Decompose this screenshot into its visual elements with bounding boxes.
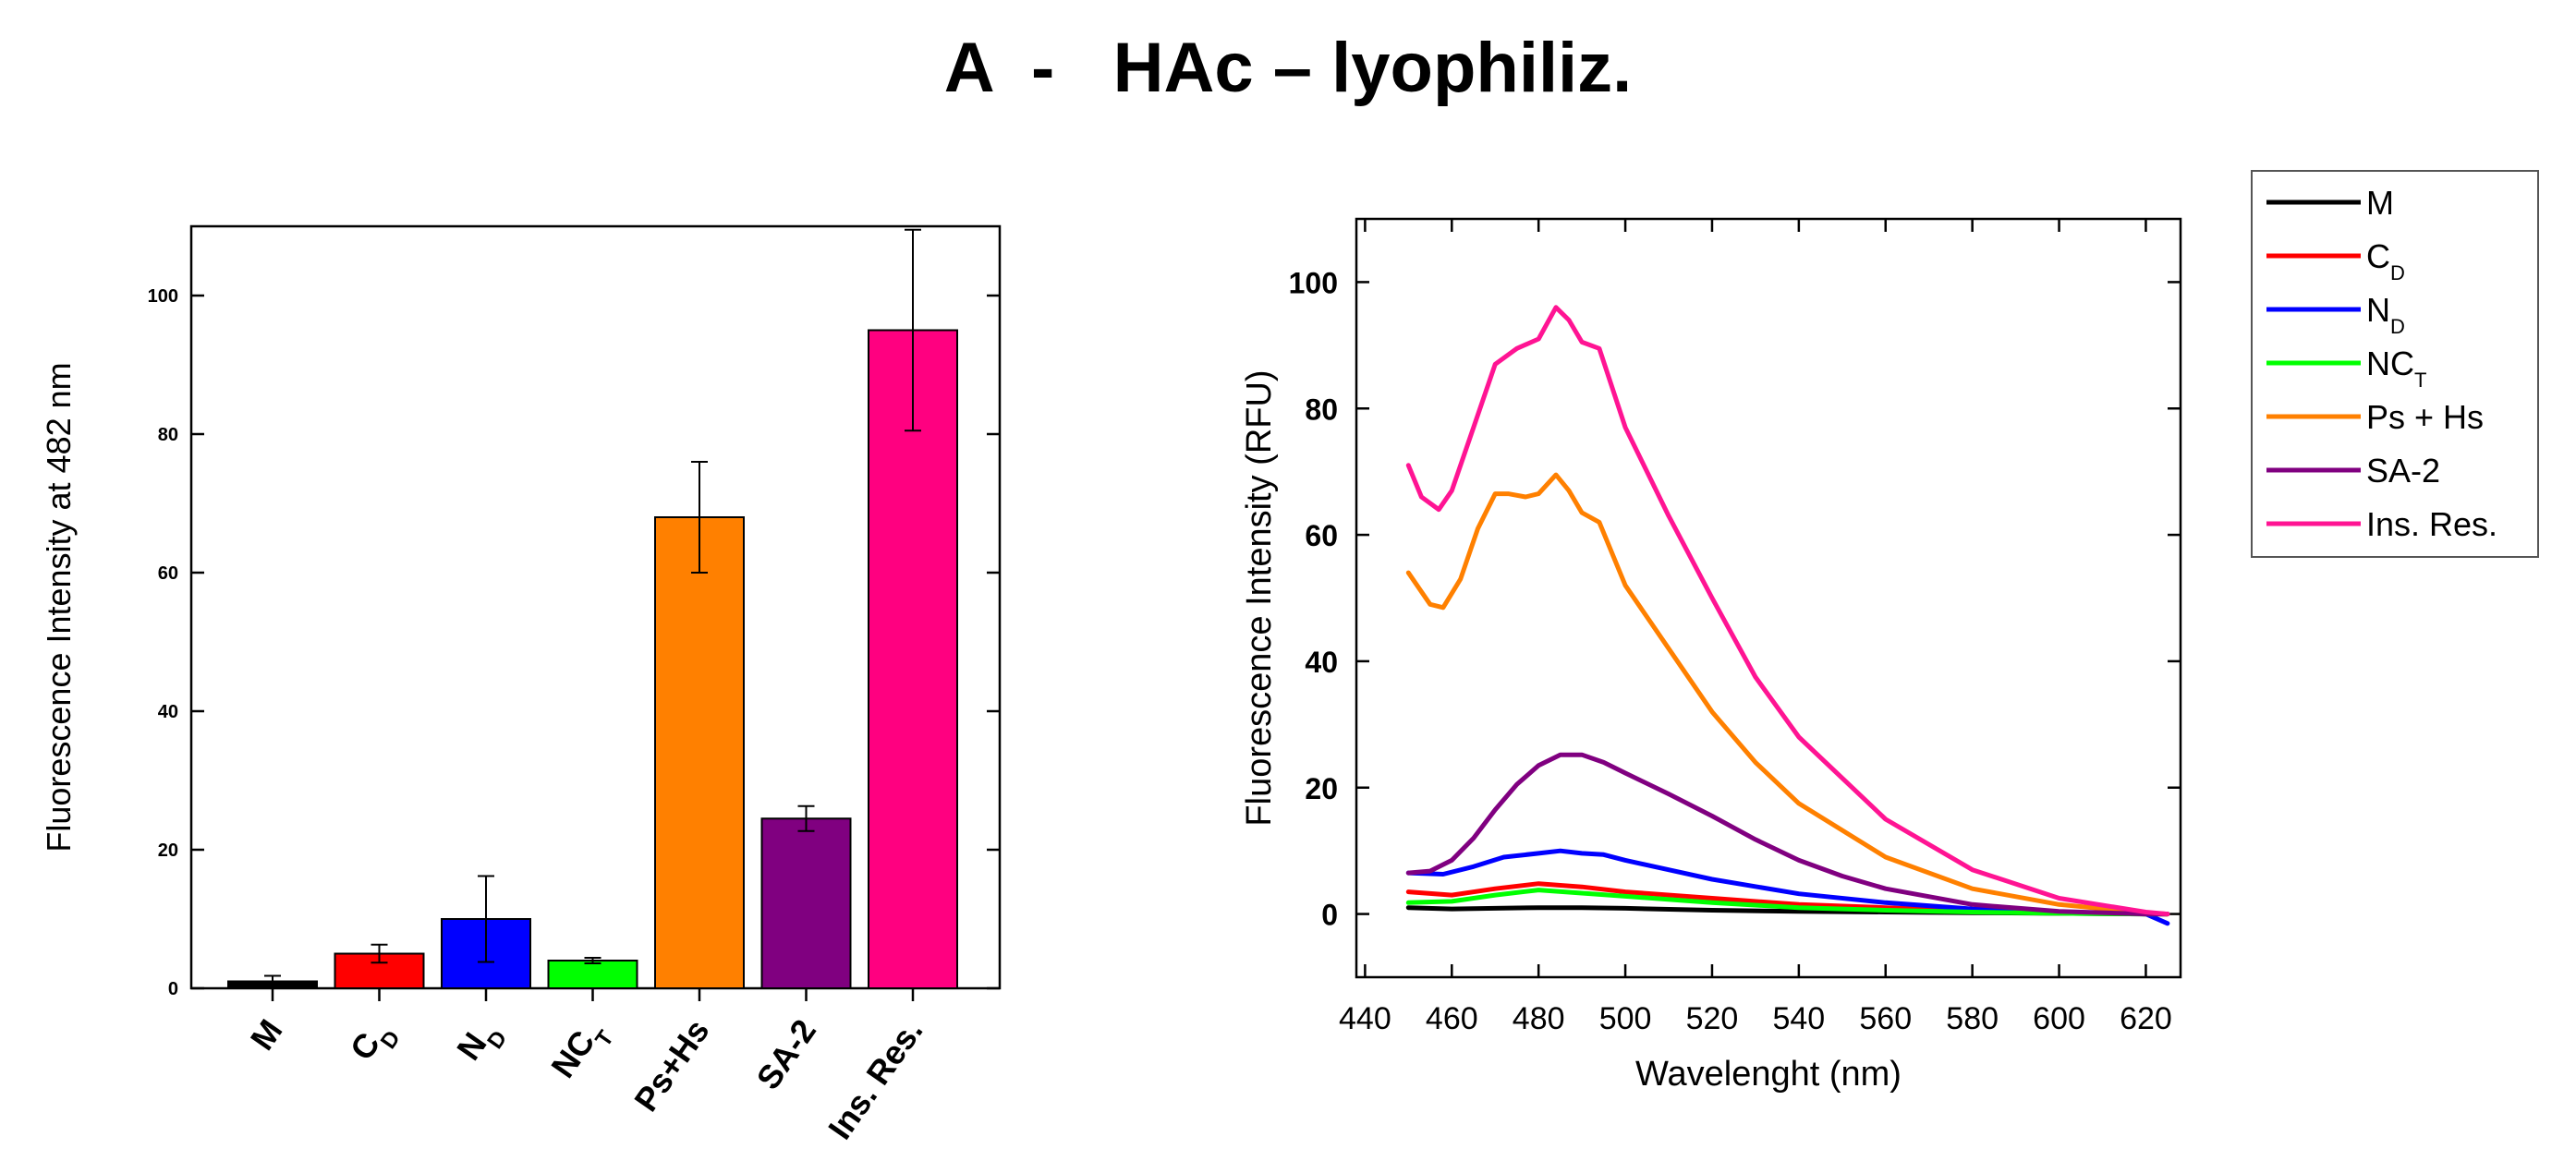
line-y-tick-label: 0	[1321, 899, 1338, 932]
bar-y-tick-label: 60	[158, 563, 178, 584]
line-plot-frame	[1355, 217, 2182, 979]
bar-category-label: ND	[449, 1012, 512, 1073]
line-x-tick-label: 520	[1686, 1001, 1739, 1036]
line-x-tick-label: 560	[1859, 1001, 1912, 1036]
bar	[547, 960, 638, 989]
legend-entry: CD	[2366, 237, 2405, 284]
legend-entry: M	[2366, 184, 2394, 222]
bar-category-label: NCT	[543, 1012, 618, 1091]
series-line	[1405, 472, 2170, 917]
bar	[760, 817, 852, 989]
bar	[868, 329, 958, 989]
line-x-tick-label: 500	[1599, 1001, 1652, 1036]
line-y-tick-label: 20	[1305, 772, 1338, 805]
line-y-tick-label: 60	[1305, 519, 1338, 552]
page-title: A - HAc – lyophiliz.	[943, 29, 1633, 107]
line-chart: 440 460 480 500 520 540 560 580 600 620 0 20 40 60 80 1…	[1240, 217, 2182, 1094]
bar-category-label: SA-2	[748, 1012, 823, 1096]
legend: M CD ND NCT Ps + Hs SA-2 Ins. Res.	[2251, 170, 2539, 558]
legend-entry: SA-2	[2366, 452, 2440, 490]
line-y-tick-label: 40	[1305, 646, 1338, 679]
line-x-tick-label: 580	[1946, 1001, 1999, 1036]
line-y-tick-label: 100	[1289, 266, 1338, 299]
bar-category-label: Ps+Hs	[626, 1012, 716, 1119]
legend-entry: NCT	[2366, 345, 2426, 392]
series-line	[1405, 752, 2170, 917]
line-x-tick-label: 460	[1426, 1001, 1478, 1036]
bar-y-tick-label: 80	[158, 425, 178, 445]
line-x-tick-label: 540	[1772, 1001, 1825, 1036]
line-x-axis-label: Wavelenght (nm)	[1635, 1055, 1902, 1094]
bar-y-axis-label: Fluorescence Intensity at 482 nm	[40, 362, 78, 852]
series-line	[1405, 848, 2170, 926]
bar-y-tick-label: 40	[158, 702, 178, 722]
line-x-tick-label: 480	[1513, 1001, 1565, 1036]
line-y-tick-label: 80	[1305, 393, 1338, 426]
bar	[654, 516, 745, 989]
bar-category-label: CD	[343, 1012, 406, 1073]
bar-y-tick-label: 0	[168, 979, 178, 999]
bar-y-tick-label: 20	[158, 840, 178, 861]
line-x-tick-label: 600	[2033, 1001, 2085, 1036]
line-x-tick-label: 440	[1339, 1001, 1391, 1036]
legend-entry: ND	[2366, 291, 2405, 338]
legend-entry: Ps + Hs	[2366, 398, 2484, 436]
bar-category-label: Ins. Res.	[820, 1012, 930, 1146]
series-line	[1405, 305, 2170, 917]
bar-y-tick-label: 100	[148, 286, 178, 307]
legend-entry: Ins. Res.	[2366, 505, 2497, 543]
line-x-tick-label: 620	[2120, 1001, 2172, 1036]
bar-chart: 0 20 40 60 80 100 Fluorescence Intensity at 48…	[40, 224, 1002, 1146]
line-y-axis-label: Fluorescence Intensity (RFU)	[1240, 369, 1279, 826]
bar-category-label: M	[243, 1012, 290, 1057]
